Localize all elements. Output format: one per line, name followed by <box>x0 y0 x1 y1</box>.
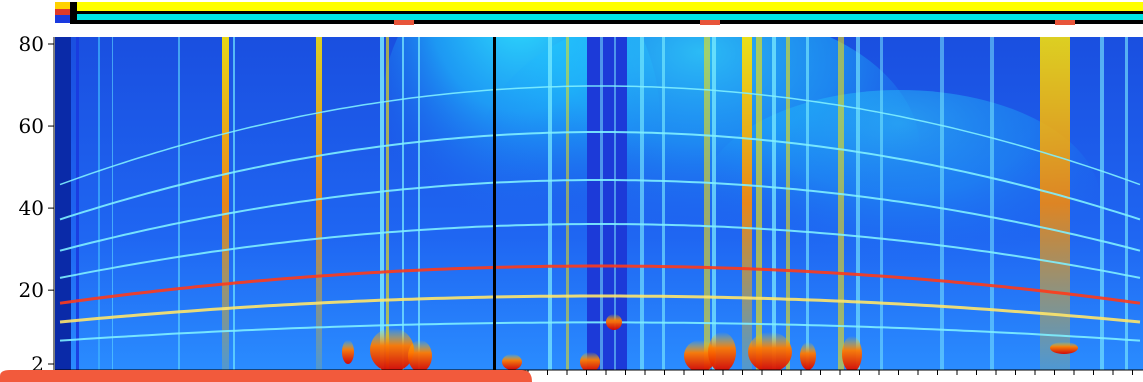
vertical-streak <box>600 37 603 370</box>
hot-spot <box>408 340 432 370</box>
bright-band <box>59 321 1141 342</box>
hot-spot <box>502 354 522 370</box>
vertical-streak <box>756 37 762 370</box>
vertical-streak <box>856 37 860 370</box>
hot-spot <box>800 342 816 370</box>
hot-spot <box>342 340 354 364</box>
vertical-streak <box>316 37 322 370</box>
heatmap-plot <box>55 37 1143 370</box>
hot-spot <box>370 328 414 370</box>
vertical-streak <box>940 37 944 370</box>
status-track-black-top <box>77 11 1143 14</box>
hot-spot <box>748 332 792 370</box>
status-bars <box>55 2 1143 25</box>
vertical-streak <box>178 37 180 370</box>
vertical-streak <box>772 37 776 370</box>
vertical-streak <box>712 37 716 370</box>
vertical-marker <box>493 37 496 370</box>
vertical-streak <box>380 37 384 370</box>
status-marker <box>394 20 414 25</box>
vertical-streak <box>548 37 552 370</box>
vertical-streak <box>1100 37 1104 370</box>
y-tick-label: 60 <box>19 114 44 138</box>
y-tick-label: 20 <box>19 278 44 302</box>
hot-spot <box>606 314 622 330</box>
hot-spots <box>342 314 1078 370</box>
bright-band <box>59 179 1141 252</box>
vertical-streak <box>614 37 616 370</box>
vertical-streak <box>1125 37 1128 370</box>
vertical-streak <box>1040 37 1070 370</box>
overlay-banner <box>0 370 532 382</box>
vertical-streak <box>98 37 100 370</box>
vertical-streak <box>76 37 79 370</box>
vertical-streak <box>786 37 790 370</box>
vertical-streak <box>990 37 994 370</box>
bright-band <box>59 131 1141 221</box>
hot-spot <box>580 352 600 370</box>
vertical-streak <box>233 37 235 370</box>
vertical-streak <box>566 37 569 370</box>
status-legend-swatch-yellow <box>55 2 70 9</box>
bright-band <box>59 85 1141 186</box>
bright-band <box>59 294 1141 324</box>
vertical-streak <box>386 37 389 370</box>
bright-bands <box>59 85 1141 342</box>
dark-column <box>587 37 627 370</box>
bright-band <box>59 223 1141 279</box>
vertical-streak <box>640 37 644 370</box>
status-track-yellow <box>77 2 1143 11</box>
vertical-streak <box>704 37 710 370</box>
y-tick-label: 40 <box>19 196 44 220</box>
status-legend-swatch-red <box>55 9 70 15</box>
vertical-streak <box>806 37 809 370</box>
vertical-streak <box>222 37 229 370</box>
vertical-streak <box>742 37 752 370</box>
hot-spot <box>842 336 862 370</box>
status-marker <box>1055 20 1075 25</box>
hot-spot <box>1050 342 1078 354</box>
hot-spot <box>684 340 716 370</box>
dark-left-column <box>55 37 71 370</box>
status-cursor <box>70 2 77 24</box>
status-legend-swatch-blue <box>55 15 70 23</box>
status-track-cyan <box>77 14 1143 20</box>
vertical-streak <box>838 37 844 370</box>
status-track-black-bottom <box>77 20 1143 24</box>
y-tick-label: 80 <box>19 32 44 56</box>
hot-spot <box>708 332 736 370</box>
vertical-streak <box>418 37 420 370</box>
vertical-streak <box>662 37 665 370</box>
status-marker <box>700 20 720 25</box>
vertical-streak <box>880 37 883 370</box>
vertical-streak <box>402 37 404 370</box>
bright-band <box>59 264 1141 305</box>
